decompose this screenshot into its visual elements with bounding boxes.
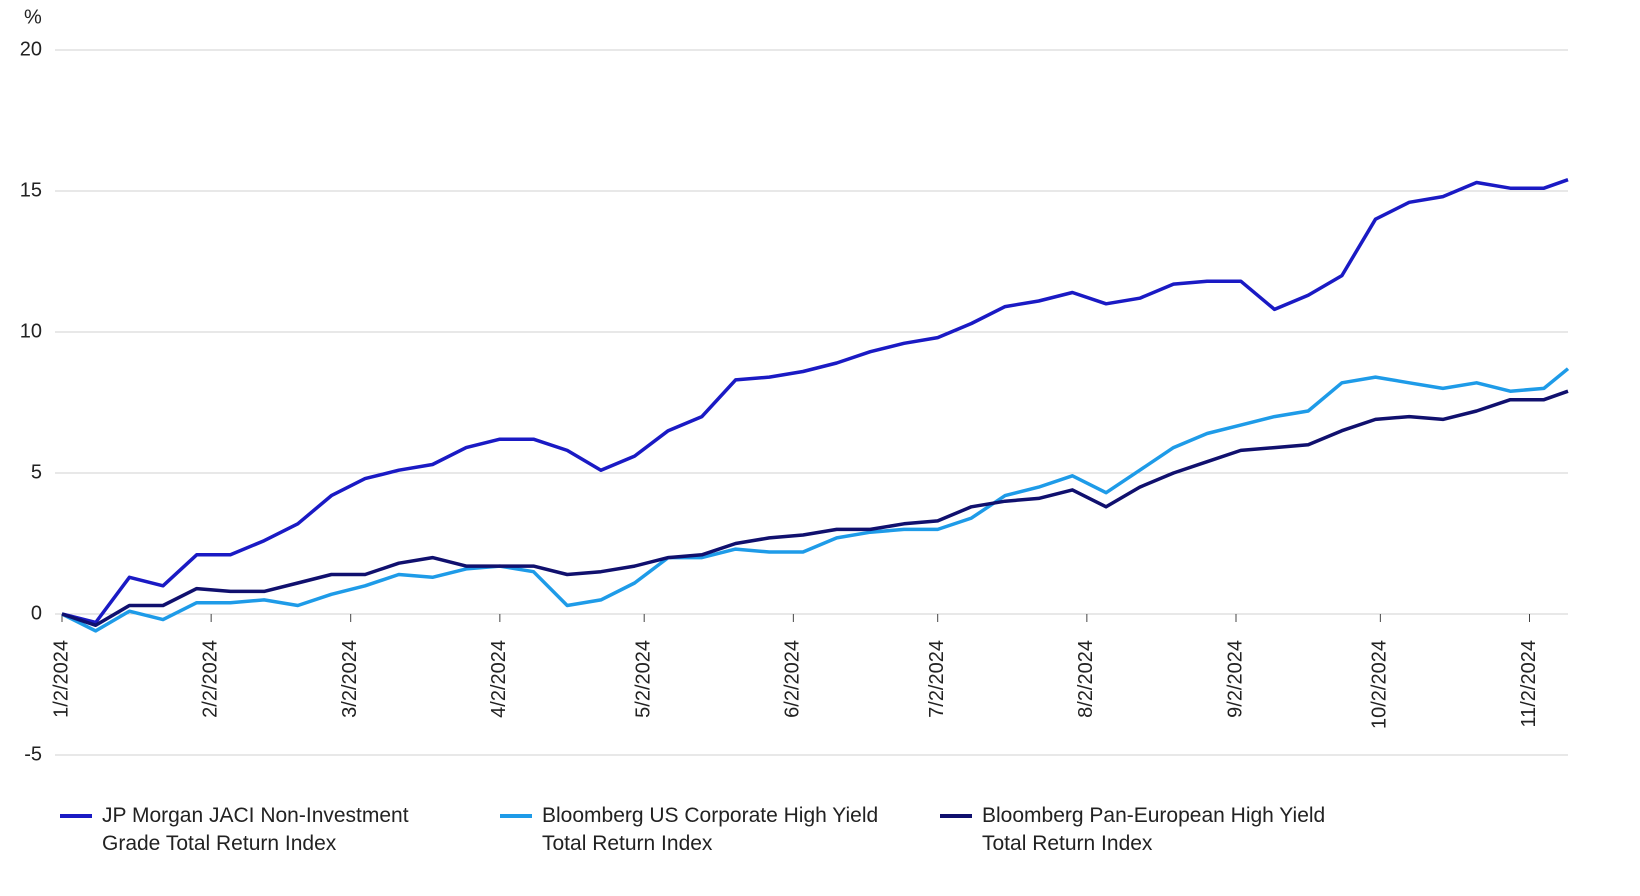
series-line bbox=[61, 389, 1569, 628]
legend-swatch bbox=[500, 814, 532, 818]
x-tick-label: 3/2/2024 bbox=[339, 640, 361, 718]
x-tick-label: 1/2/2024 bbox=[50, 640, 72, 718]
y-tick-label: 20 bbox=[20, 38, 42, 60]
x-tick-label: 8/2/2024 bbox=[1075, 640, 1097, 718]
legend-swatch bbox=[60, 814, 92, 818]
legend-item: JP Morgan JACI Non-Investment Grade Tota… bbox=[60, 802, 500, 858]
legend-swatch bbox=[940, 814, 972, 818]
legend-label: Bloomberg US Corporate High Yield Total … bbox=[542, 804, 879, 855]
y-tick-label: -5 bbox=[24, 743, 42, 765]
x-tick-label: 5/2/2024 bbox=[632, 640, 654, 718]
legend: JP Morgan JACI Non-Investment Grade Tota… bbox=[60, 802, 1380, 858]
x-tick-label: 11/2/2024 bbox=[1518, 640, 1540, 728]
x-tick-label: 2/2/2024 bbox=[199, 640, 221, 718]
series-line bbox=[61, 178, 1569, 625]
series-line bbox=[61, 367, 1570, 633]
legend-label: Bloomberg Pan-European High Yield Total … bbox=[982, 804, 1326, 855]
x-tick-label: 10/2/2024 bbox=[1369, 640, 1391, 729]
legend-item: Bloomberg Pan-European High Yield Total … bbox=[940, 802, 1380, 858]
y-tick-label: 15 bbox=[20, 179, 42, 201]
x-tick-label: 7/2/2024 bbox=[926, 640, 948, 718]
y-tick-label: 0 bbox=[31, 602, 42, 624]
y-tick-label: 10 bbox=[20, 320, 42, 342]
x-tick-label: 9/2/2024 bbox=[1224, 640, 1246, 718]
legend-item: Bloomberg US Corporate High Yield Total … bbox=[500, 802, 940, 858]
x-tick-label: 6/2/2024 bbox=[782, 640, 804, 718]
y-axis-label: % bbox=[24, 6, 42, 28]
chart: % -5 0 5 10 15 20 1/2/2024 2/2/2024 3/2/2024 4/2/… bbox=[20, 6, 1570, 765]
x-tick-label: 4/2/2024 bbox=[488, 640, 510, 718]
legend-label: JP Morgan JACI Non-Investment Grade Tota… bbox=[102, 804, 409, 855]
y-tick-label: 5 bbox=[31, 461, 42, 483]
